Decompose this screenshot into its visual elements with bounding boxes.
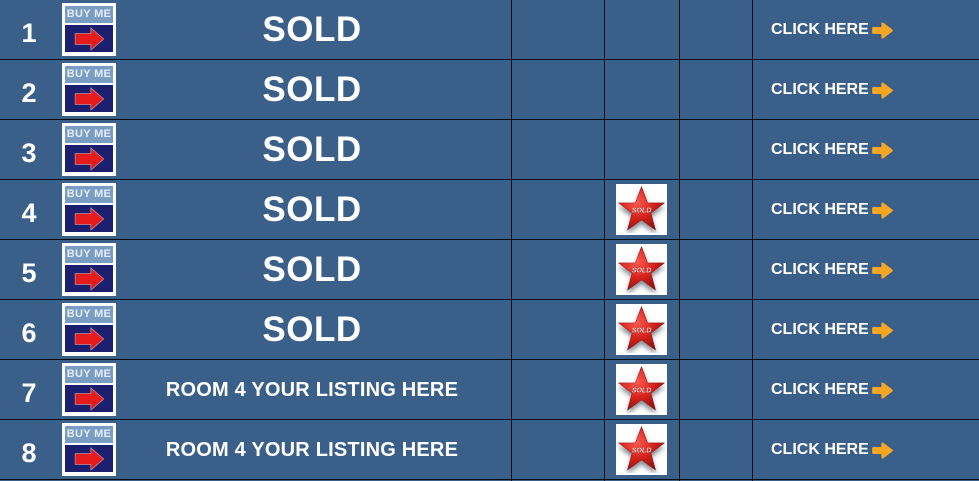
svg-text:SOLD: SOLD (632, 327, 652, 334)
svg-text:SOLD: SOLD (632, 267, 652, 274)
svg-text:SOLD: SOLD (632, 387, 652, 394)
svg-text:SOLD: SOLD (632, 447, 652, 454)
svg-text:SOLD: SOLD (632, 207, 652, 214)
